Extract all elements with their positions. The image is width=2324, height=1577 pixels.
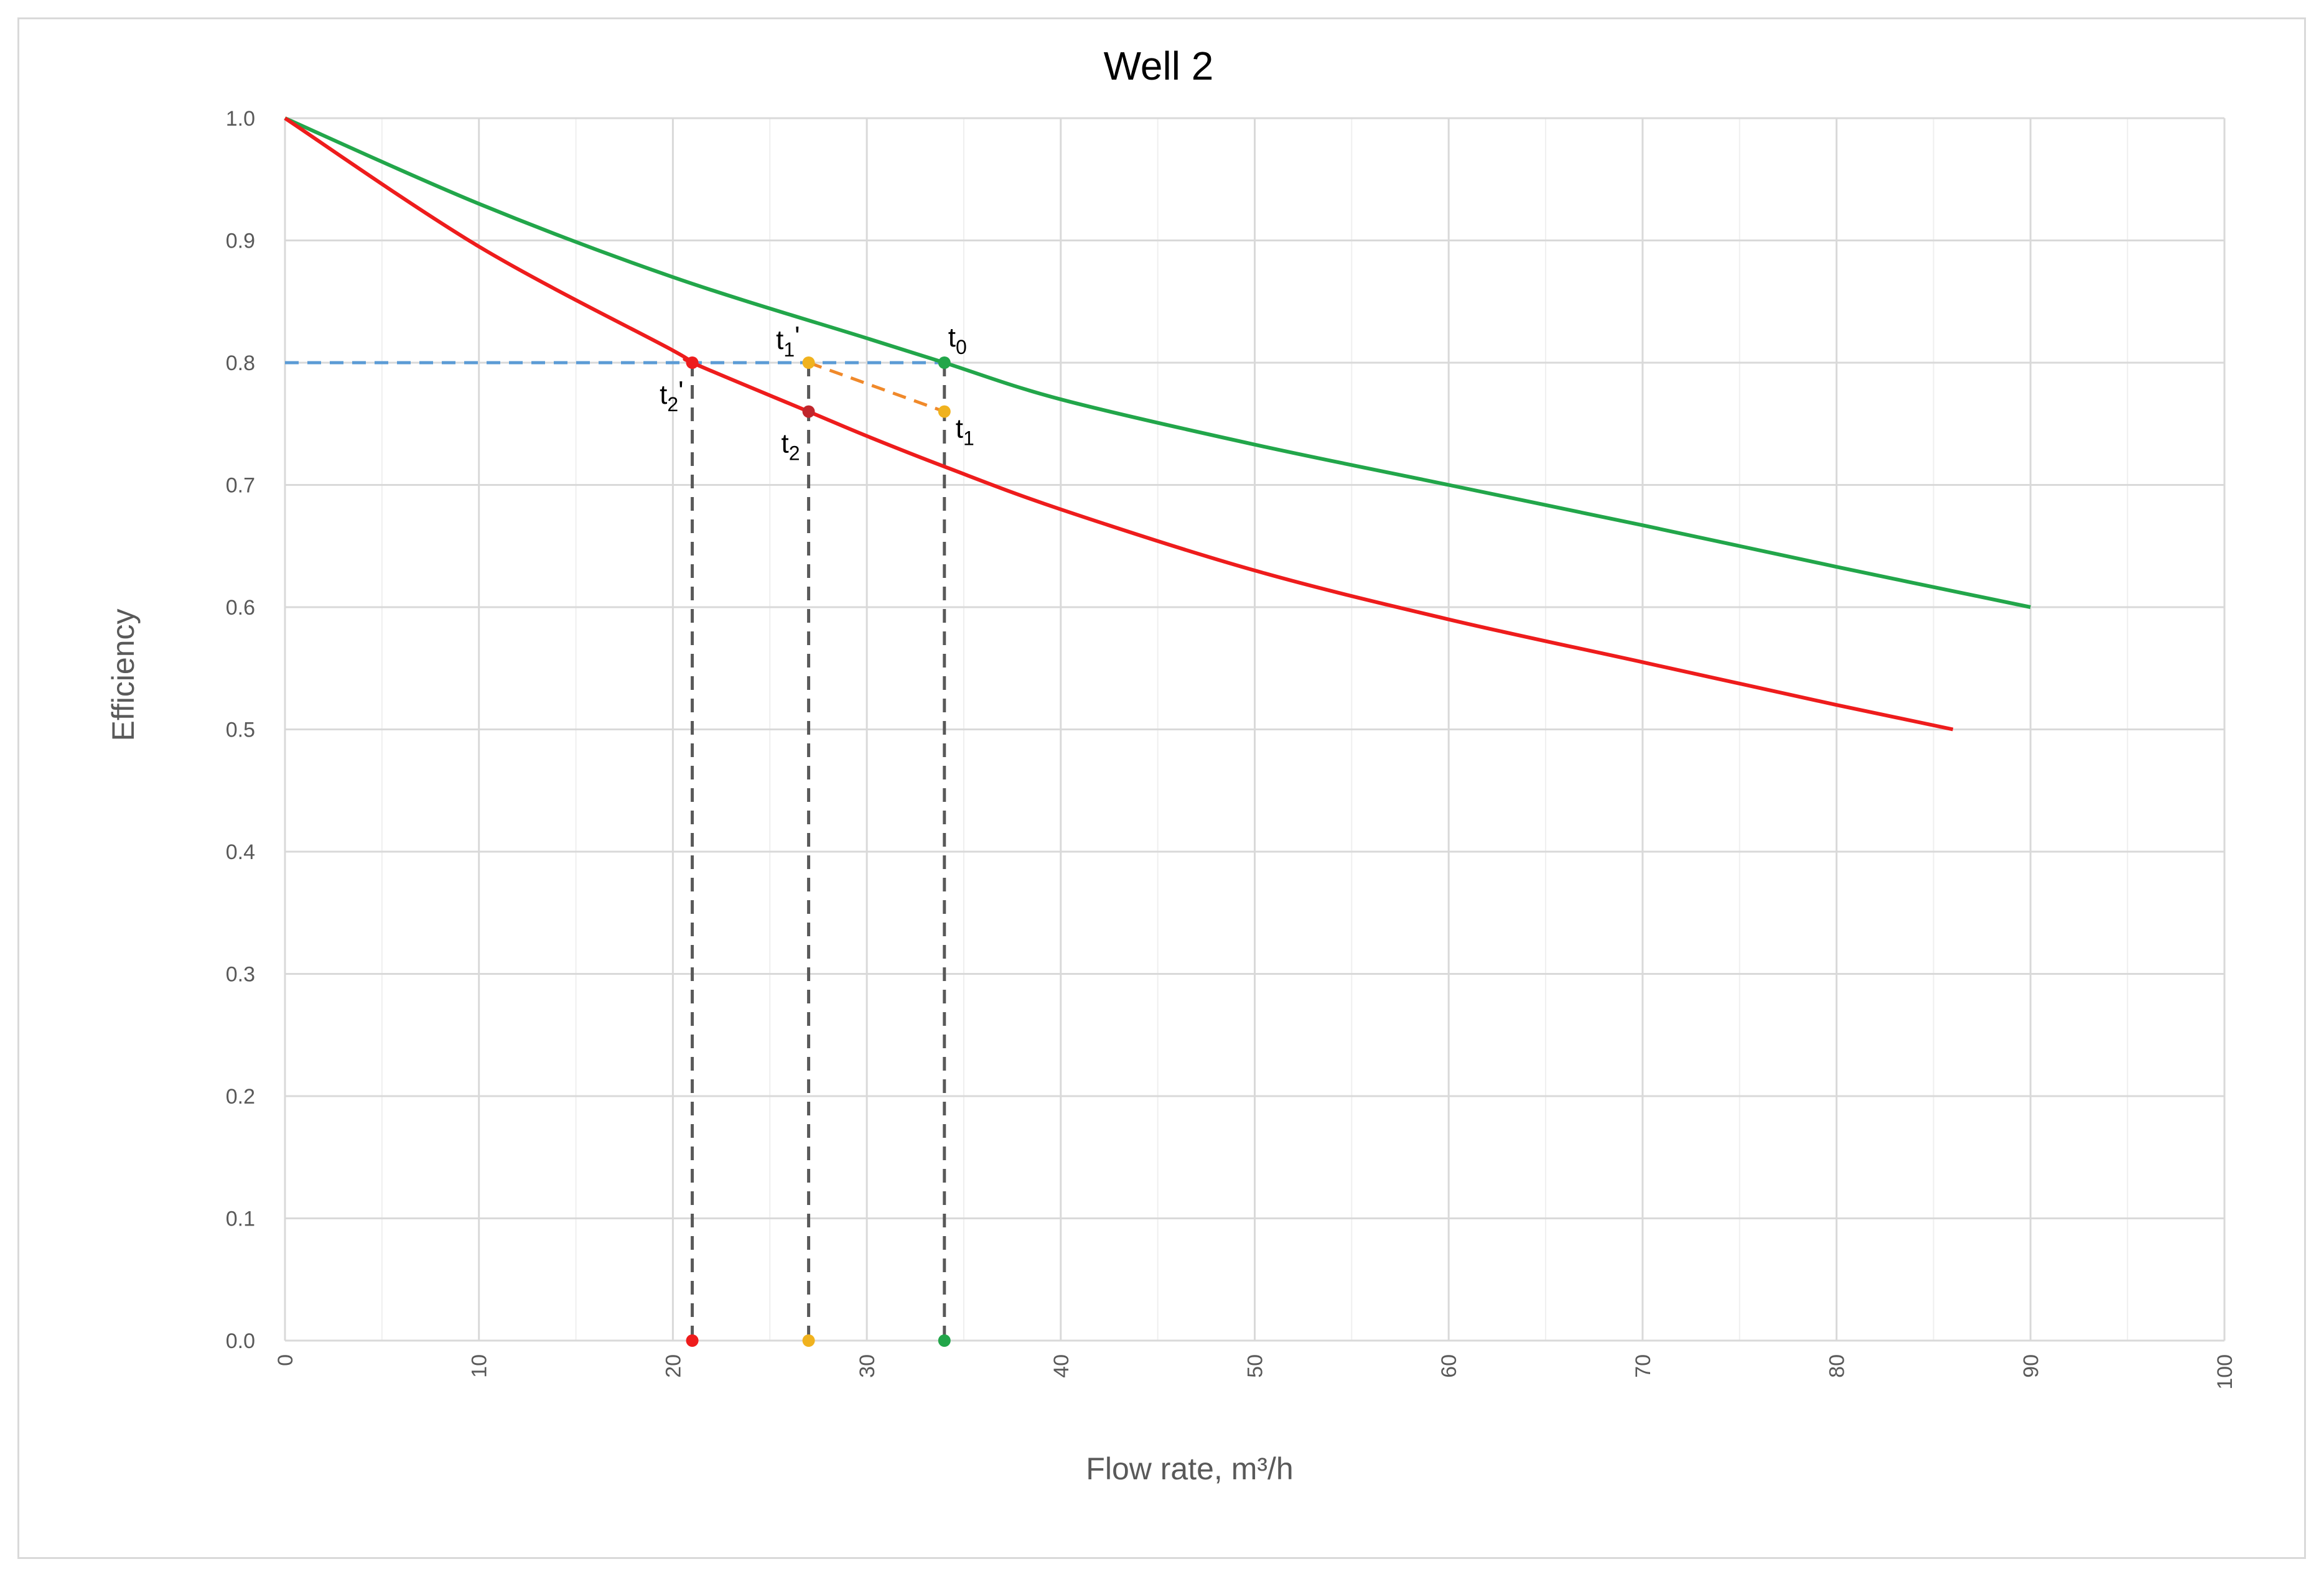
point-marker: [938, 356, 951, 369]
x-tick-label: 0: [274, 1354, 297, 1366]
tick-labels: 0 10 20 30 40 50 60 70 80 90 100 0.0 0.1 0.2 0.3 0.4 0.5…: [226, 107, 2237, 1390]
y-tick-label: 0.5: [226, 719, 255, 742]
point-label: t0: [948, 322, 967, 358]
chart-frame: [17, 17, 2306, 1559]
x-tick-label: 20: [661, 1354, 685, 1378]
point-label: t2': [660, 376, 683, 416]
y-tick-label: 0.7: [226, 474, 255, 498]
marked-points: t0 t1 t1' t2 t2': [660, 321, 974, 1347]
y-tick-label: 0.2: [226, 1085, 255, 1109]
y-tick-label: 0.6: [226, 596, 255, 620]
series-lines: [284, 116, 2031, 732]
chart-title: Well 2: [1104, 44, 1214, 88]
y-tick-label: 0.3: [226, 963, 255, 987]
point-label: t1: [956, 414, 974, 450]
x-tick-label: 60: [1437, 1354, 1461, 1378]
x-tick-label: 40: [1050, 1354, 1073, 1378]
x-tick-label: 10: [468, 1354, 492, 1378]
y-tick-label: 0.0: [226, 1329, 255, 1353]
x-tick-label: 90: [2019, 1354, 2043, 1378]
x-axis-title: Flow rate, m³/h: [1086, 1451, 1293, 1486]
point-marker: [802, 356, 815, 369]
x-tick-label: 30: [856, 1354, 879, 1378]
point-marker: [686, 1334, 699, 1347]
x-tick-label: 50: [1244, 1354, 1267, 1378]
y-tick-label: 0.8: [226, 351, 255, 375]
series-line-1: [284, 116, 2031, 609]
x-tick-label: 80: [1826, 1354, 1849, 1378]
y-tick-label: 0.1: [226, 1207, 255, 1231]
x-tick-label: 100: [2213, 1354, 2237, 1390]
point-marker: [802, 405, 815, 418]
reference-lines: [285, 361, 946, 1341]
y-tick-label: 1.0: [226, 107, 255, 131]
y-tick-label: 0.4: [226, 840, 255, 864]
point-label: t2: [782, 429, 800, 465]
y-tick-label: 0.9: [226, 230, 255, 253]
point-marker: [802, 1334, 815, 1347]
y-axis-title: Efficiency: [106, 608, 141, 741]
point-marker: [938, 405, 951, 418]
point-label: t1': [776, 321, 800, 361]
point-marker: [686, 356, 699, 369]
point-marker: [938, 1334, 951, 1347]
x-tick-label: 70: [1631, 1354, 1655, 1378]
connector-line: [808, 361, 945, 413]
series-line-2: [284, 116, 1954, 732]
grid: [284, 117, 2226, 1342]
